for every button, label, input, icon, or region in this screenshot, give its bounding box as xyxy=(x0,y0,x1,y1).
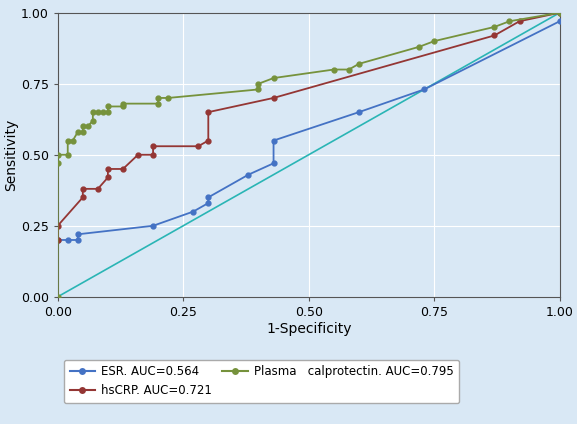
X-axis label: 1-Specificity: 1-Specificity xyxy=(266,322,351,336)
Y-axis label: Sensitivity: Sensitivity xyxy=(4,119,18,191)
Legend: ESR. AUC=0.564, hsCRP. AUC=0.721, Plasma   calprotectin. AUC=0.795: ESR. AUC=0.564, hsCRP. AUC=0.721, Plasma… xyxy=(63,360,459,403)
